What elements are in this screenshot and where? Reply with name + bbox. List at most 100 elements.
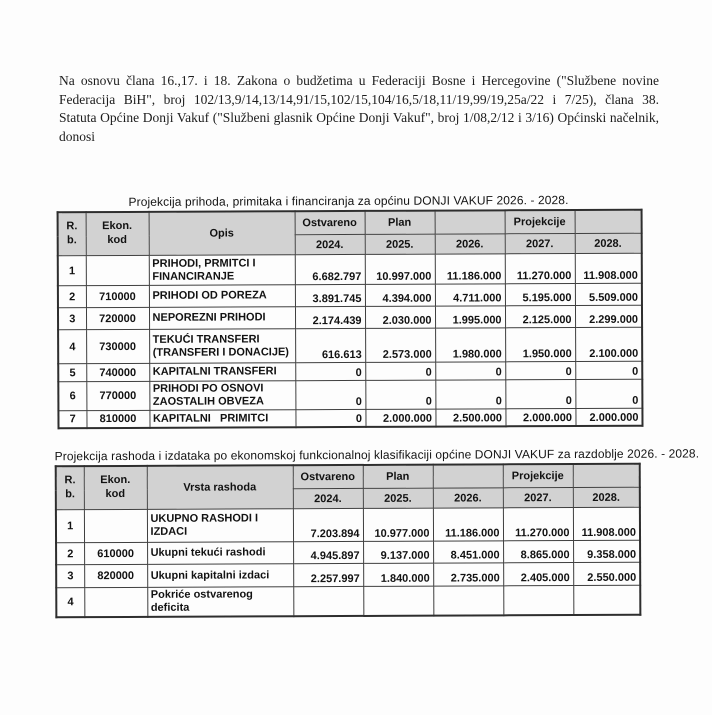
value-cell: 0 [575,379,643,409]
revenue-table: R. b. Ekon. kod Opis Ostvareno Plan Proj… [56,208,644,430]
value-cell: 616.613 [295,328,366,363]
value-cell: 0 [505,379,576,409]
ekon-kod-cell: 730000 [86,329,150,364]
description-cell: KAPITALNI TRANSFERI [149,362,296,382]
col-header-plan: Plan [362,464,433,489]
value-cell [573,585,641,615]
col-header-opis: Opis [148,211,295,256]
row-number-cell: 4 [56,587,85,618]
ekon-kod-cell: 710000 [85,285,149,308]
revenue-table-block: Projekcija prihoda, primitaka i financir… [56,193,644,430]
value-cell: 4.394.000 [364,284,435,307]
col-header-year: 2027. [502,487,573,508]
ekon-kod-cell: 770000 [86,381,150,411]
description-cell: KAPITALNI PRIMITCI [149,409,296,429]
header-row-top: R. b. Ekon. kod Vrsta rashoda Ostvareno … [55,463,640,510]
value-cell: 11.908.000 [572,507,641,541]
value-cell: 11.270.000 [504,253,575,284]
value-cell: 11.186.000 [432,507,504,542]
description-cell: NEPOREZNI PRIHODI [148,306,296,330]
value-cell: 2.030.000 [364,306,436,329]
row-number-cell: 7 [58,410,87,429]
value-cell [293,586,364,617]
value-cell: 10.997.000 [364,254,435,285]
row-number-cell: 3 [57,307,87,330]
row-number-cell: 2 [57,285,86,308]
description-cell: TEKUĆI TRANSFERI (TRANSFERI I DONACIJE) [149,328,296,364]
value-cell: 11.270.000 [502,507,574,541]
value-cell: 0 [295,380,366,410]
value-cell: 8.865.000 [503,540,574,563]
value-cell [433,585,504,616]
expenditure-table-block: Projekcija rashoda i izdataka po ekonoms… [54,446,700,619]
value-cell: 0 [365,380,436,410]
value-cell: 2.000.000 [575,408,643,427]
value-cell: 5.195.000 [504,283,575,306]
value-cell: 2.299.000 [574,305,643,328]
table-row: 3 720000 NEPOREZNI PRIHODI 2.174.439 2.030.0… [57,305,643,330]
col-header-year: 2028. [572,487,640,508]
col-header-rb: R. b. [57,212,86,256]
col-header-year: 2025. [364,234,435,255]
value-cell: 2.257.997 [293,563,364,587]
value-cell: 1.950.000 [505,327,576,362]
value-cell: 2.550.000 [573,562,641,586]
table-row: 4 730000 TEKUĆI TRANSFERI (TRANSFERI I DON… [58,327,643,364]
revenue-table-title: Projekcija prihoda, primitaka i financir… [128,193,569,209]
value-cell: 11.186.000 [434,253,505,285]
table-row: 2 610000 Ukupni tekući rashodi 4.945.897 9.1… [56,540,641,565]
value-cell: 9.137.000 [363,541,434,564]
col-header-vrsta-rashoda: Vrsta rashoda [146,465,293,510]
value-cell: 11.908.000 [574,253,642,284]
table-row: 7 810000 KAPITALNI PRIMITCI 0 2.000.000 2.500… [58,408,643,429]
expenditure-table: R. b. Ekon. kod Vrsta rashoda Ostvareno … [54,462,642,619]
col-header-year: 2028. [574,233,642,254]
table-row: 6 770000 PRIHODI PO OSNOVI ZAOSTALIH OBVEZ… [58,379,643,411]
table-row: 3 820000 Ukupni kapitalni izdaci 2.257.997 1… [56,562,641,588]
col-header-ekon-kod: Ekon. kod [85,211,149,256]
table-row: 1 PRIHODI, PRMITCI I FINANCIRANJE 6.682.79… [57,253,642,286]
row-number-cell: 5 [58,363,87,382]
ekon-kod-cell: 610000 [84,542,148,565]
col-header-blank [434,210,505,235]
ekon-kod-cell: 720000 [85,307,150,330]
value-cell: 0 [435,379,506,410]
expenditure-table-title: Projekcija rashoda i izdataka po ekonoms… [54,446,700,464]
value-cell: 2.174.439 [294,306,366,329]
value-cell: 2.000.000 [505,408,576,427]
value-cell: 6.682.797 [294,254,365,285]
value-cell: 2.125.000 [504,305,576,328]
description-cell: PRIHODI, PRMITCI I FINANCIRANJE [148,254,295,286]
value-cell: 0 [295,409,366,428]
col-header-rb: R. b. [55,466,84,510]
description-cell: PRIHODI OD POREZA [148,284,295,308]
row-number-cell: 4 [58,329,87,364]
col-header-year: 2026. [434,233,505,255]
ekon-kod-cell: 740000 [86,363,150,382]
intro-paragraph: Na osnovu člana 16.,17. i 18. Zakona o b… [59,73,659,144]
value-cell: 1.980.000 [435,327,506,363]
value-cell: 7.203.894 [292,508,364,542]
value-cell: 5.509.000 [574,283,642,306]
value-cell: 3.891.745 [294,284,365,307]
col-header-projekcije: Projekcije [502,464,573,488]
value-cell: 0 [575,361,643,380]
value-cell: 4.945.897 [293,541,364,564]
value-cell: 9.358.000 [573,540,641,563]
col-header-blank [572,463,640,488]
row-number-cell: 6 [58,381,87,411]
value-cell: 0 [435,361,506,381]
col-header-blank [574,209,642,234]
value-cell: 10.977.000 [362,508,434,542]
value-cell: 1.995.000 [434,305,506,329]
description-cell: Pokriće ostvarenog deficita [147,586,294,617]
value-cell: 0 [365,362,436,381]
value-cell: 2.405.000 [503,562,574,586]
value-cell: 8.451.000 [433,540,504,564]
header-row-top: R. b. Ekon. kod Opis Ostvareno Plan Proj… [57,209,642,256]
value-cell: 1.840.000 [363,563,434,587]
value-cell: 2.500.000 [435,408,506,428]
ekon-kod-cell [85,255,149,286]
col-header-blank [432,464,503,489]
